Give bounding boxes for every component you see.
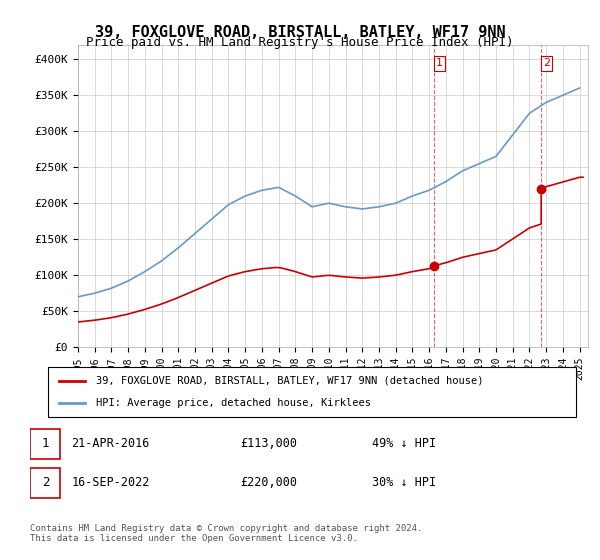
Text: 30% ↓ HPI: 30% ↓ HPI [372, 477, 436, 489]
Text: 2: 2 [42, 477, 49, 489]
FancyBboxPatch shape [30, 468, 61, 498]
Text: 39, FOXGLOVE ROAD, BIRSTALL, BATLEY, WF17 9NN: 39, FOXGLOVE ROAD, BIRSTALL, BATLEY, WF1… [95, 25, 505, 40]
Text: Contains HM Land Registry data © Crown copyright and database right 2024.
This d: Contains HM Land Registry data © Crown c… [30, 524, 422, 543]
Text: 39, FOXGLOVE ROAD, BIRSTALL, BATLEY, WF17 9NN (detached house): 39, FOXGLOVE ROAD, BIRSTALL, BATLEY, WF1… [95, 376, 483, 386]
Text: 2: 2 [543, 58, 550, 68]
Text: £113,000: £113,000 [240, 437, 297, 450]
Text: HPI: Average price, detached house, Kirklees: HPI: Average price, detached house, Kirk… [95, 398, 371, 408]
Text: 21-APR-2016: 21-APR-2016 [71, 437, 150, 450]
Text: 1: 1 [436, 58, 443, 68]
Text: 49% ↓ HPI: 49% ↓ HPI [372, 437, 436, 450]
FancyBboxPatch shape [48, 367, 576, 417]
Text: 16-SEP-2022: 16-SEP-2022 [71, 477, 150, 489]
Text: Price paid vs. HM Land Registry's House Price Index (HPI): Price paid vs. HM Land Registry's House … [86, 36, 514, 49]
FancyBboxPatch shape [30, 429, 61, 459]
Text: 1: 1 [42, 437, 49, 450]
Text: £220,000: £220,000 [240, 477, 297, 489]
